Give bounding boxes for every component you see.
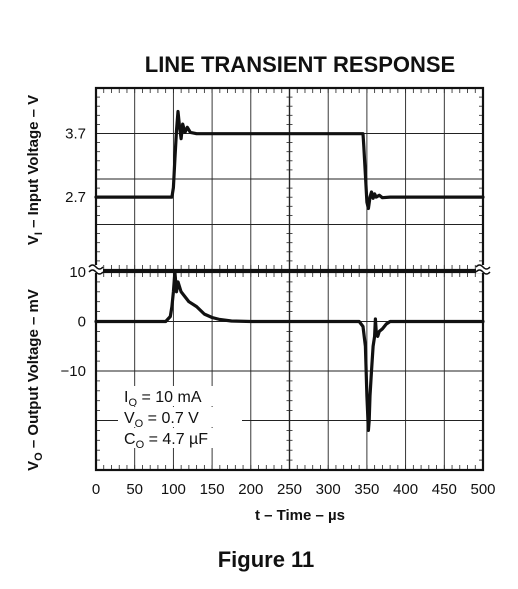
x-tick-label: 200 (238, 481, 263, 498)
y-tick-label: 2.7 (65, 189, 86, 206)
annotation-text: VO = 0.7 V (124, 410, 199, 430)
annotation-backdrop (118, 386, 242, 406)
axis-break (475, 269, 491, 275)
x-tick-label: 100 (161, 481, 186, 498)
x-tick-label: 50 (126, 481, 143, 498)
axis-break-mask (89, 265, 103, 273)
annotation-text: IO = 10 mA (124, 389, 202, 409)
series-line (94, 109, 485, 211)
axis-break (475, 264, 491, 270)
axis-break (88, 269, 104, 275)
x-axis-label: t – Time – µs (255, 507, 345, 524)
y-axis-label: VO – Output Voltage – mV (25, 289, 45, 471)
x-tick-label: 300 (316, 481, 341, 498)
x-tick-label: 350 (354, 481, 379, 498)
y-tick-label: 0 (78, 314, 86, 331)
panel-frame (94, 270, 485, 472)
x-tick-label: 500 (470, 481, 495, 498)
x-tick-label: 0 (92, 481, 100, 498)
y-tick-label: 3.7 (65, 126, 86, 143)
series-line (94, 270, 485, 432)
panel-frame (94, 86, 485, 272)
figure-caption: Figure 11 (218, 547, 315, 572)
x-tick-label: 450 (432, 481, 457, 498)
annotation-backdrop (118, 407, 242, 427)
x-tick-label: 400 (393, 481, 418, 498)
axis-break (88, 264, 104, 270)
x-tick-label: 150 (200, 481, 225, 498)
y-axis-label: VI – Input Voltage – V (25, 95, 45, 245)
chart-title: LINE TRANSIENT RESPONSE (145, 52, 455, 77)
axis-break-mask (476, 265, 490, 273)
y-tick-label: 10 (69, 264, 86, 281)
annotation-backdrop (118, 428, 242, 448)
x-tick-label: 250 (277, 481, 302, 498)
y-tick-label: −10 (61, 363, 86, 380)
annotation-text: CO = 4.7 µF (124, 431, 208, 451)
